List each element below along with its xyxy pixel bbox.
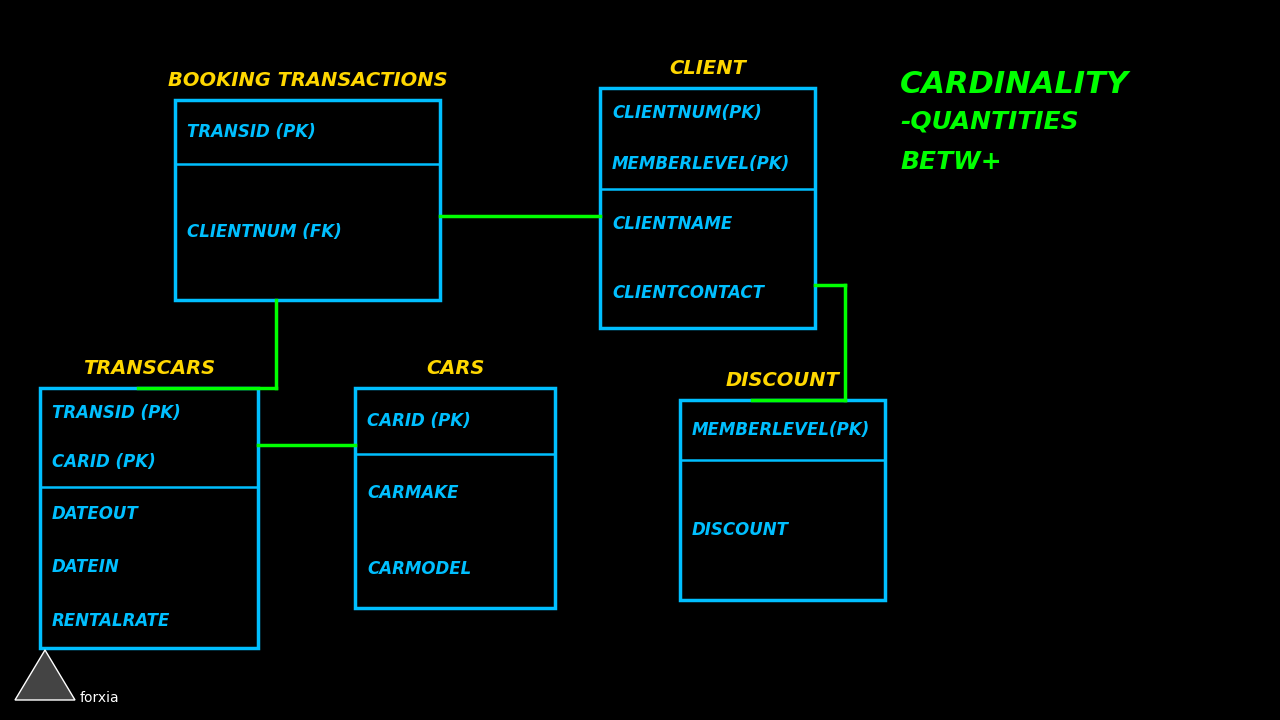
Bar bbox=[40, 388, 259, 648]
Text: MEMBERLEVEL(PK): MEMBERLEVEL(PK) bbox=[692, 421, 870, 439]
Text: CLIENTNAME: CLIENTNAME bbox=[612, 215, 732, 233]
Text: BETW+: BETW+ bbox=[900, 150, 1002, 174]
Text: CARID (PK): CARID (PK) bbox=[52, 453, 156, 471]
Text: CARMODEL: CARMODEL bbox=[367, 560, 471, 578]
Text: CLIENTNUM(PK): CLIENTNUM(PK) bbox=[612, 104, 762, 122]
Bar bbox=[355, 388, 556, 608]
Text: CARID (PK): CARID (PK) bbox=[367, 412, 471, 430]
Text: CLIENTCONTACT: CLIENTCONTACT bbox=[612, 284, 764, 302]
Bar bbox=[175, 100, 440, 300]
Text: CLIENTNUM (FK): CLIENTNUM (FK) bbox=[187, 223, 342, 241]
Text: DISCOUNT: DISCOUNT bbox=[726, 371, 840, 390]
Text: forxia: forxia bbox=[79, 691, 119, 705]
Text: TRANSID (PK): TRANSID (PK) bbox=[52, 404, 180, 422]
Text: CLIENT: CLIENT bbox=[669, 59, 746, 78]
Text: TRANSID (PK): TRANSID (PK) bbox=[187, 123, 316, 141]
Text: CARDINALITY: CARDINALITY bbox=[900, 70, 1129, 99]
Text: BOOKING TRANSACTIONS: BOOKING TRANSACTIONS bbox=[168, 71, 447, 90]
Polygon shape bbox=[15, 650, 76, 700]
Text: DISCOUNT: DISCOUNT bbox=[692, 521, 788, 539]
Text: TRANSCARS: TRANSCARS bbox=[83, 359, 215, 378]
Text: CARMAKE: CARMAKE bbox=[367, 484, 458, 502]
Text: CARS: CARS bbox=[426, 359, 484, 378]
Text: MEMBERLEVEL(PK): MEMBERLEVEL(PK) bbox=[612, 155, 790, 173]
Text: DATEOUT: DATEOUT bbox=[52, 505, 138, 523]
Bar bbox=[680, 400, 884, 600]
Text: DATEIN: DATEIN bbox=[52, 559, 120, 577]
Text: RENTALRATE: RENTALRATE bbox=[52, 612, 170, 630]
Text: -QUANTITIES: -QUANTITIES bbox=[900, 110, 1079, 134]
Bar bbox=[600, 88, 815, 328]
